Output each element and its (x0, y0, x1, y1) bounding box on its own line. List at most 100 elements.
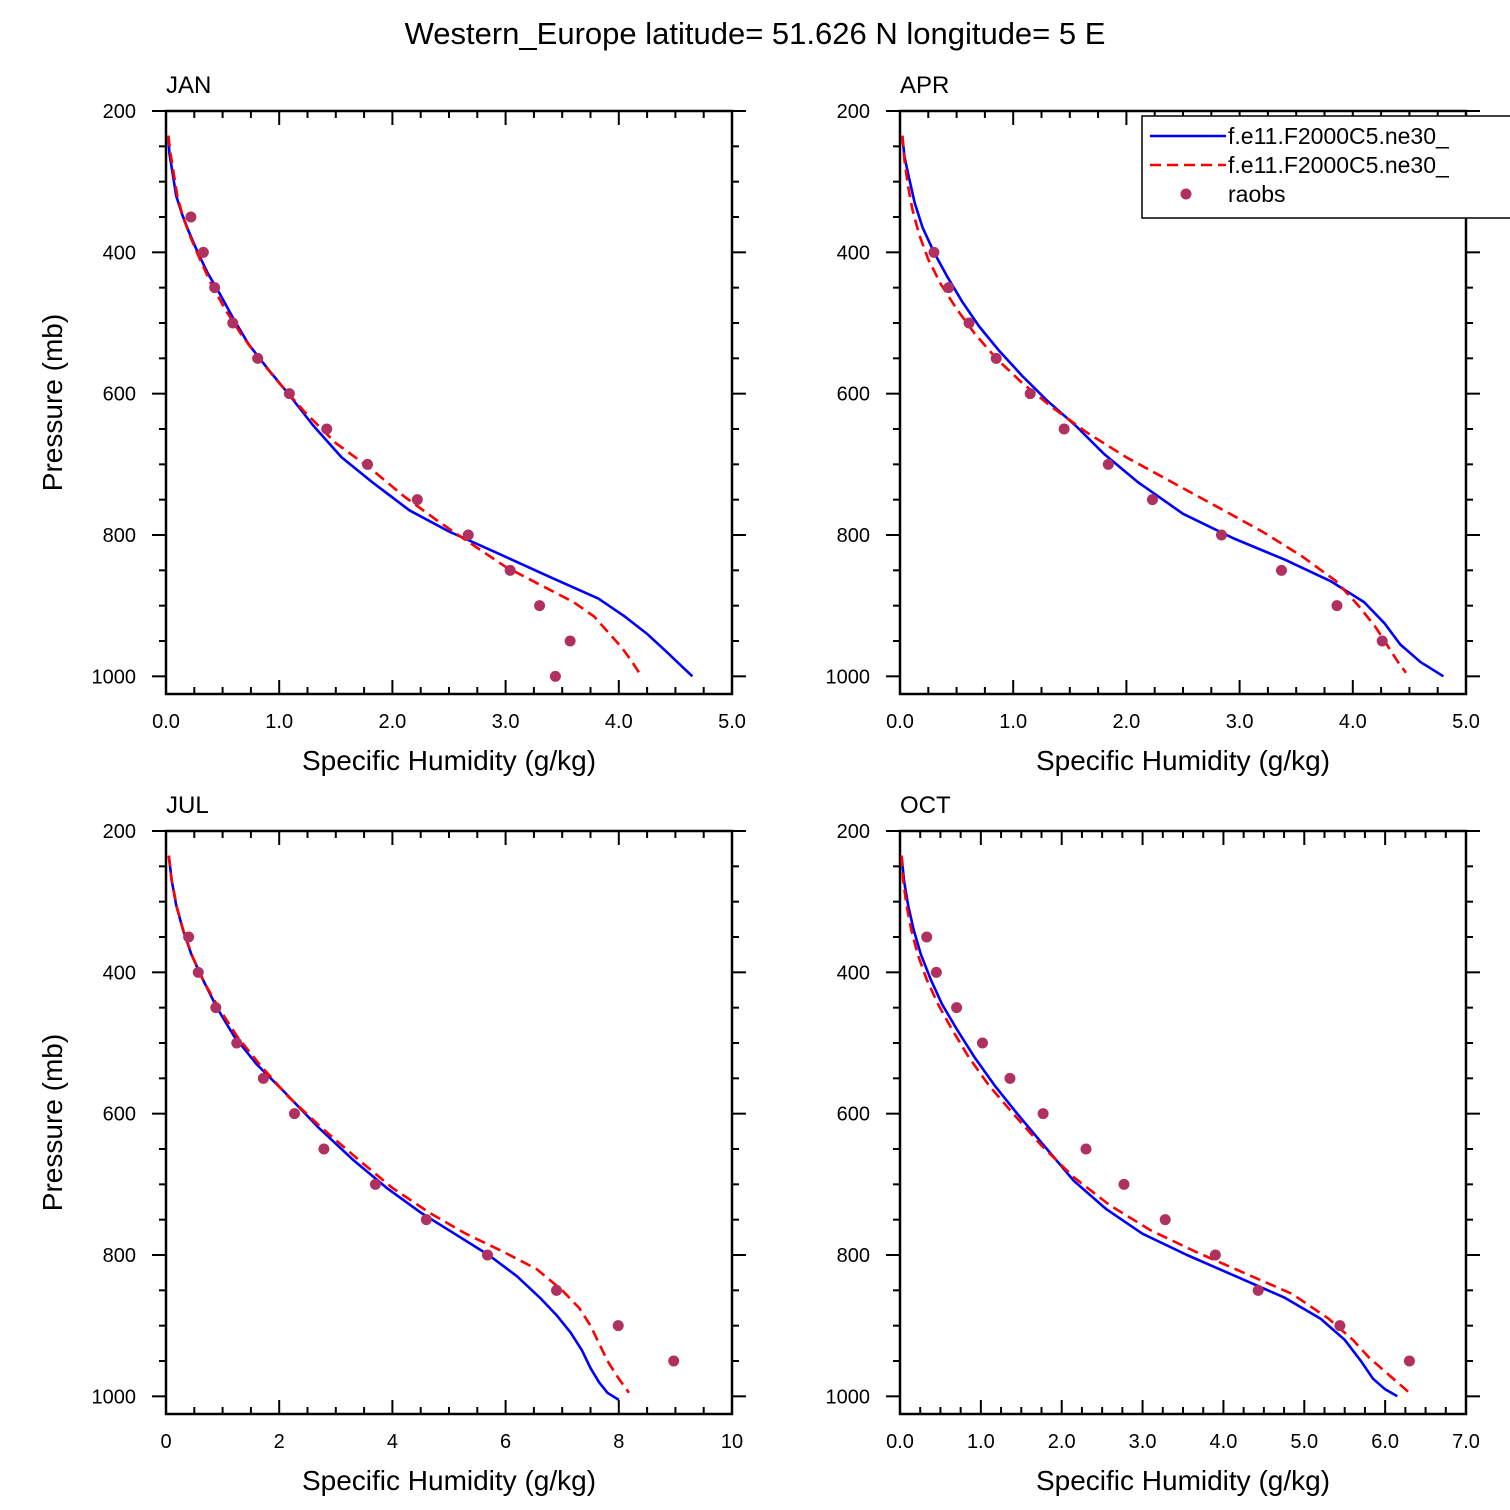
x-axis-label: Specific Humidity (g/kg) (1036, 1465, 1330, 1496)
x-tick-label: 8 (613, 1431, 624, 1453)
raobs-point (930, 966, 942, 978)
y-tick-label: 400 (837, 962, 870, 984)
raobs-point (534, 600, 546, 612)
raobs-point (183, 931, 195, 943)
series-line-dashed (167, 855, 631, 1394)
raobs-point (1146, 494, 1158, 506)
raobs-point (1334, 1320, 1346, 1332)
raobs-point (231, 1037, 243, 1049)
raobs-point (1252, 1284, 1264, 1296)
legend-box (1141, 115, 1510, 219)
raobs-point (921, 931, 933, 943)
panel-jul: JUL 0 2 4 6 8 10 200 400 600 800 1000 Specific Humid… (37, 792, 746, 1496)
legend-entry-label: f.e11.F2000C5.ne30_ (1228, 152, 1450, 178)
legend-entry-label: raobs (1228, 181, 1286, 207)
raobs-point (1275, 564, 1287, 576)
raobs-point (1209, 1249, 1221, 1261)
y-tick-label: 800 (837, 1245, 870, 1267)
raobs-point (185, 211, 197, 223)
panels: JAN 0.0 1.0 2.0 3.0 4.0 5.0 200 400 600 800 1000 Spe… (37, 72, 1480, 1496)
y-tick-label: 800 (103, 525, 136, 547)
y-tick-label: 400 (103, 962, 136, 984)
y-tick-label: 200 (103, 101, 136, 123)
y-tick-label: 400 (837, 242, 870, 264)
panel-title-jul: JUL (166, 792, 209, 819)
raobs-point (321, 423, 333, 435)
raobs-point (943, 282, 955, 294)
raobs-point (252, 352, 264, 364)
raobs-point (283, 388, 295, 400)
raobs-point (420, 1214, 432, 1226)
raobs-point (1024, 388, 1036, 400)
plot-frame-jul (164, 829, 734, 1416)
raobs-point (1215, 529, 1227, 541)
x-tick-label: 7.0 (1452, 1431, 1480, 1453)
raobs-point (1376, 635, 1388, 647)
raobs-point (1403, 1355, 1415, 1367)
x-tick-label: 1.0 (999, 711, 1027, 733)
raobs-point (1058, 423, 1070, 435)
x-tick-label: 4.0 (1210, 1431, 1238, 1453)
raobs-point (1102, 458, 1114, 470)
x-axis-label: Specific Humidity (g/kg) (302, 1465, 596, 1496)
y-axis-label: Pressure (mb) (37, 314, 68, 491)
series-line-solid (167, 855, 620, 1402)
x-tick-label: 0 (160, 1431, 171, 1453)
raobs-point (318, 1143, 330, 1155)
raobs-point (197, 246, 209, 258)
legend-marker (1180, 188, 1192, 200)
panel-title-jan: JAN (166, 72, 211, 99)
x-tick-label: 10 (721, 1431, 743, 1453)
x-tick-label: 0.0 (152, 711, 180, 733)
panel-title-oct: OCT (900, 792, 951, 819)
legend: f.e11.F2000C5.ne30_ f.e11.F2000C5.ne30_ra… (1141, 115, 1510, 219)
x-tick-label: 4 (387, 1431, 398, 1453)
raobs-point (227, 317, 239, 329)
x-axis-label: Specific Humidity (g/kg) (302, 745, 596, 776)
panel-oct: OCT 0.0 1.0 2.0 3.0 4.0 5.0 6.0 7.0 200 400 600 800 1… (826, 792, 1480, 1496)
x-tick-label: 5.0 (1290, 1431, 1318, 1453)
plot-frame-jan (164, 109, 734, 696)
raobs-point (504, 564, 516, 576)
y-tick-label: 1000 (826, 666, 871, 688)
raobs-point (481, 1249, 493, 1261)
y-tick-label: 600 (837, 384, 870, 406)
raobs-point (549, 670, 561, 682)
y-tick-label: 600 (103, 1104, 136, 1126)
raobs-point (612, 1320, 624, 1332)
plot-frame-oct (898, 829, 1468, 1416)
x-axis-label: Specific Humidity (g/kg) (1036, 745, 1330, 776)
y-tick-label: 200 (837, 821, 870, 843)
y-tick-label: 400 (103, 242, 136, 264)
x-tick-label: 2.0 (1112, 711, 1140, 733)
raobs-point (209, 282, 221, 294)
series-line-dashed (167, 135, 641, 674)
x-tick-label: 2 (274, 1431, 285, 1453)
y-tick-label: 1000 (826, 1386, 871, 1408)
raobs-point (369, 1178, 381, 1190)
panel-jan: JAN 0.0 1.0 2.0 3.0 4.0 5.0 200 400 600 800 1000 Spe… (37, 72, 746, 776)
y-tick-label: 200 (103, 821, 136, 843)
x-tick-label: 3.0 (1129, 1431, 1157, 1453)
y-tick-label: 800 (103, 1245, 136, 1267)
y-tick-label: 600 (103, 384, 136, 406)
x-tick-label: 0.0 (886, 711, 914, 733)
raobs-point (551, 1284, 563, 1296)
raobs-point (928, 246, 940, 258)
raobs-point (564, 635, 576, 647)
raobs-point (1118, 1178, 1130, 1190)
x-tick-label: 6.0 (1371, 1431, 1399, 1453)
series-line-solid (167, 135, 694, 678)
y-tick-label: 1000 (92, 666, 137, 688)
raobs-point (288, 1108, 300, 1120)
series-line-dashed (901, 135, 1408, 674)
raobs-point (192, 966, 204, 978)
raobs-point (210, 1002, 222, 1014)
y-tick-label: 800 (837, 525, 870, 547)
x-tick-label: 5.0 (718, 711, 746, 733)
series-line-dashed (900, 855, 1411, 1394)
y-axis-label: Pressure (mb) (37, 1034, 68, 1211)
x-tick-label: 2.0 (1048, 1431, 1076, 1453)
raobs-point (1159, 1214, 1171, 1226)
